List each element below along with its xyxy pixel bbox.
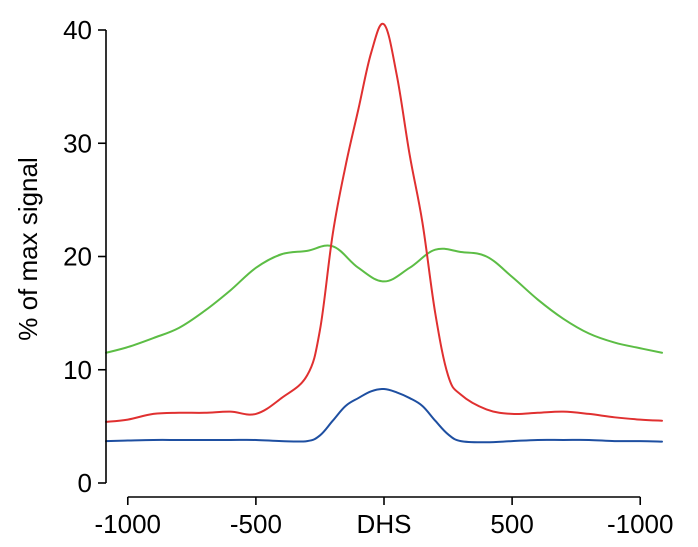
series-line-green xyxy=(105,244,663,354)
x-tick-label: -1000 xyxy=(95,509,162,539)
y-tick-label: 20 xyxy=(63,242,92,272)
y-tick-label: 10 xyxy=(63,355,92,385)
y-axis-label: % of max signal xyxy=(13,157,43,341)
series-line-blue xyxy=(105,387,663,444)
y-tick-label: 30 xyxy=(63,128,92,158)
x-tick-label: 500 xyxy=(490,509,533,539)
x-tick-label: DHS xyxy=(357,509,412,539)
series-layer xyxy=(105,22,663,444)
series-line-red xyxy=(105,22,663,423)
axes-layer xyxy=(105,30,641,498)
x-tick-label: -500 xyxy=(230,509,282,539)
ticks-layer: 0 10 20 30 40 -1000 -500 DHS 500 -1000 xyxy=(63,15,673,539)
x-tick-label: -1000 xyxy=(607,509,674,539)
y-tick-label: 40 xyxy=(63,15,92,45)
y-tick-label: 0 xyxy=(78,468,92,498)
